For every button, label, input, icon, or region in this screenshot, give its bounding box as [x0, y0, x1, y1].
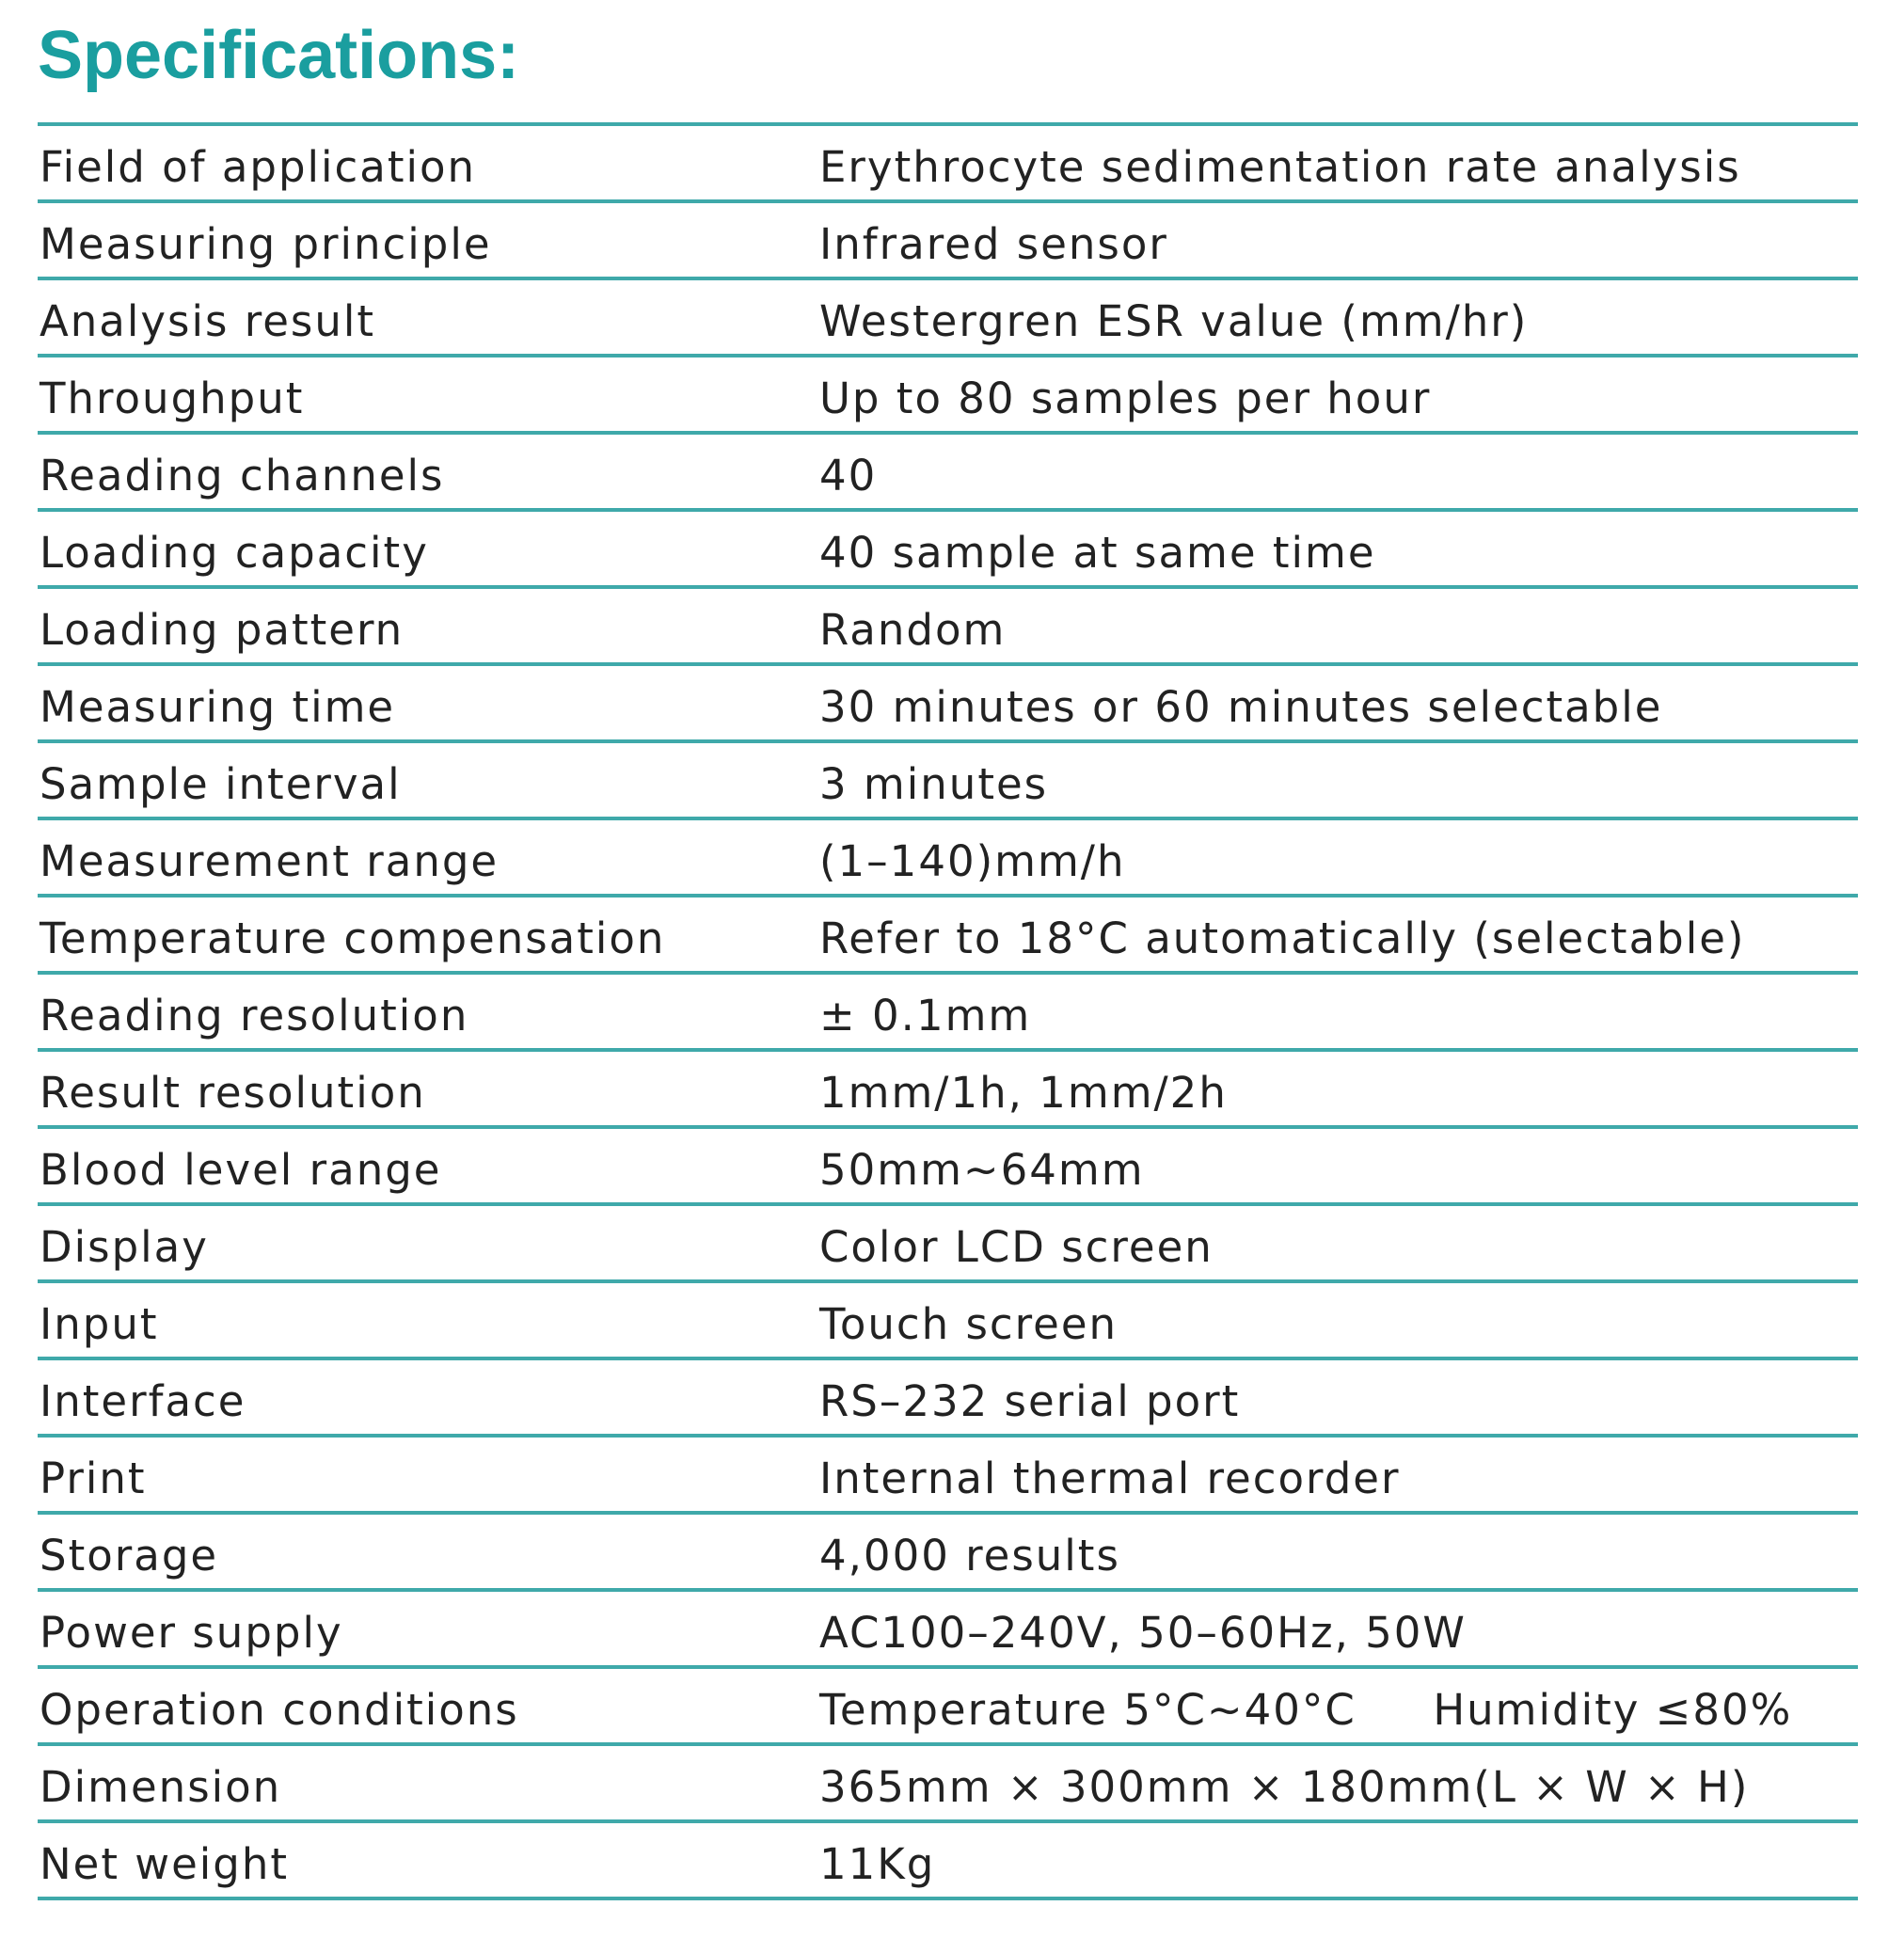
spec-label: Measuring principle [40, 219, 492, 269]
spec-value: 3 minutes [819, 759, 1049, 809]
spec-value: Westergren ESR value (mm/hr) [819, 296, 1529, 346]
spec-label: Loading capacity [40, 528, 429, 578]
spec-label: Dimension [40, 1762, 282, 1812]
spec-row: Sample interval 3 minutes [38, 743, 1858, 820]
spec-label: Display [40, 1222, 209, 1272]
spec-label: Measurement range [40, 836, 500, 886]
spec-value: Internal thermal recorder [819, 1454, 1401, 1503]
spec-value: RS–232 serial port [819, 1376, 1241, 1426]
spec-row: Loading pattern Random [38, 589, 1858, 666]
spec-label: Reading resolution [40, 991, 469, 1040]
spec-value: Infrared sensor [819, 219, 1168, 269]
spec-row: Field of application Erythrocyte sediment… [38, 126, 1858, 203]
spec-row: Measuring principle Infrared sensor [38, 203, 1858, 280]
spec-row: Print Internal thermal recorder [38, 1438, 1858, 1515]
spec-value: 30 minutes or 60 minutes selectable [819, 682, 1663, 732]
spec-label: Loading pattern [40, 605, 405, 655]
spec-value: Refer to 18°C automatically (selectable) [819, 913, 1746, 963]
spec-label: Storage [40, 1531, 219, 1581]
spec-row: Reading resolution ± 0.1mm [38, 975, 1858, 1052]
spec-row: Loading capacity 40 sample at same time [38, 512, 1858, 589]
spec-value: 40 sample at same time [819, 528, 1376, 578]
spec-row: Measuring time 30 minutes or 60 minutes s… [38, 666, 1858, 743]
spec-row: Storage 4,000 results [38, 1515, 1858, 1592]
spec-value: ± 0.1mm [819, 991, 1032, 1040]
spec-row: Blood level range 50mm~64mm [38, 1129, 1858, 1206]
spec-label: Net weight [40, 1839, 290, 1889]
spec-label: Interface [40, 1376, 246, 1426]
spec-label: Blood level range [40, 1145, 442, 1195]
spec-value: (1–140)mm/h [819, 836, 1126, 886]
spec-row: Net weight 11Kg [38, 1823, 1858, 1900]
spec-value: 365mm × 300mm × 180mm(L × W × H) [819, 1762, 1750, 1812]
spec-value: 40 [819, 451, 878, 500]
spec-label: Result resolution [40, 1068, 426, 1118]
spec-label: Throughput [40, 373, 305, 423]
spec-value: Erythrocyte sedimentation rate analysis [819, 142, 1741, 192]
spec-label: Temperature compensation [40, 913, 666, 963]
spec-value: Temperature 5°C~40°C Humidity ≤80% [819, 1685, 1793, 1735]
spec-label: Input [40, 1299, 159, 1349]
spec-row: Dimension 365mm × 300mm × 180mm(L × W × H… [38, 1746, 1858, 1823]
spec-row: Input Touch screen [38, 1283, 1858, 1360]
spec-value: 1mm/1h, 1mm/2h [819, 1068, 1228, 1118]
spec-label: Print [40, 1454, 147, 1503]
spec-label: Sample interval [40, 759, 402, 809]
spec-value: 50mm~64mm [819, 1145, 1145, 1195]
spec-row: Analysis result Westergren ESR value (mm/… [38, 280, 1858, 357]
spec-value: 11Kg [819, 1839, 936, 1889]
spec-label: Operation conditions [40, 1685, 519, 1735]
spec-row: Measurement range (1–140)mm/h [38, 820, 1858, 898]
spec-row: Temperature compensation Refer to 18°C au… [38, 898, 1858, 975]
spec-row: Reading channels 40 [38, 435, 1858, 512]
spec-label: Power supply [40, 1608, 343, 1658]
spec-label: Measuring time [40, 682, 396, 732]
spec-row: Interface RS–232 serial port [38, 1360, 1858, 1438]
spec-label: Reading channels [40, 451, 445, 500]
spec-row: Throughput Up to 80 samples per hour [38, 357, 1858, 435]
spec-row: Operation conditions Temperature 5°C~40°C… [38, 1669, 1858, 1746]
spec-value: Touch screen [819, 1299, 1119, 1349]
spec-row: Result resolution 1mm/1h, 1mm/2h [38, 1052, 1858, 1129]
spec-value: AC100–240V, 50–60Hz, 50W [819, 1608, 1467, 1658]
spec-label: Field of application [40, 142, 477, 192]
spec-label: Analysis result [40, 296, 376, 346]
spec-value: Color LCD screen [819, 1222, 1214, 1272]
spec-row: Display Color LCD screen [38, 1206, 1858, 1283]
spec-value: 4,000 results [819, 1531, 1120, 1581]
title: Specifications: [38, 18, 520, 93]
spec-table: Field of application Erythrocyte sediment… [38, 122, 1858, 1900]
spec-value: Random [819, 605, 1007, 655]
spec-value: Up to 80 samples per hour [819, 373, 1432, 423]
spec-row: Power supply AC100–240V, 50–60Hz, 50W [38, 1592, 1858, 1669]
